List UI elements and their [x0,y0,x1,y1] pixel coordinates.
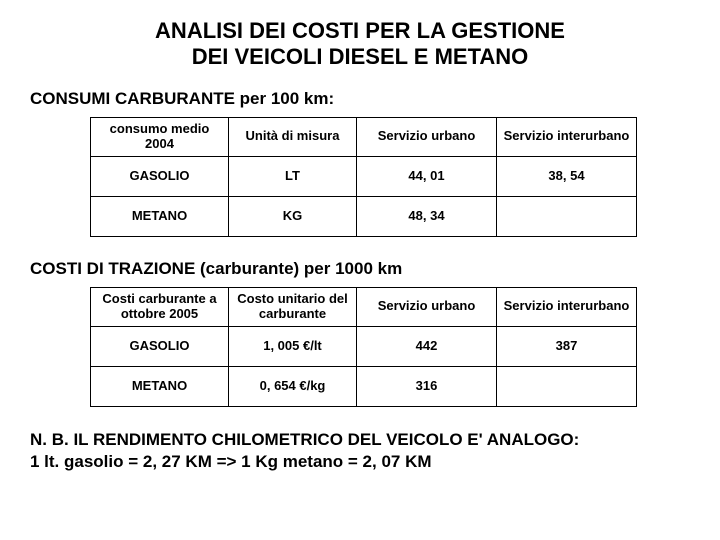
table-consumi: consumo medio 2004 Unità di misura Servi… [90,117,637,237]
title-line-1: ANALISI DEI COSTI PER LA GESTIONE [155,18,565,43]
cell: GASOLIO [91,156,229,196]
cell: METANO [91,366,229,406]
table-row: GASOLIO 1, 005 €/lt 442 387 [91,326,637,366]
col-header: Costi carburante a ottobre 2005 [91,287,229,326]
cell: 387 [497,326,637,366]
footnote-line-2: 1 lt. gasolio = 2, 27 KM => 1 Kg metano … [30,452,432,471]
cell: GASOLIO [91,326,229,366]
table-header-row: Costi carburante a ottobre 2005 Costo un… [91,287,637,326]
cell: 48, 34 [357,196,497,236]
table-row: METANO 0, 654 €/kg 316 [91,366,637,406]
col-header: Unità di misura [229,117,357,156]
cell [497,196,637,236]
col-header: Servizio urbano [357,287,497,326]
cell: 44, 01 [357,156,497,196]
table-costi: Costi carburante a ottobre 2005 Costo un… [90,287,637,407]
section2-heading: COSTI DI TRAZIONE (carburante) per 1000 … [30,259,690,279]
col-header: Servizio urbano [357,117,497,156]
cell [497,366,637,406]
col-header: consumo medio 2004 [91,117,229,156]
cell: 316 [357,366,497,406]
table-header-row: consumo medio 2004 Unità di misura Servi… [91,117,637,156]
cell: KG [229,196,357,236]
table-row: GASOLIO LT 44, 01 38, 54 [91,156,637,196]
footnote-line-1: N. B. IL RENDIMENTO CHILOMETRICO DEL VEI… [30,430,579,449]
cell: 0, 654 €/kg [229,366,357,406]
cell: 442 [357,326,497,366]
title-line-2: DEI VEICOLI DIESEL E METANO [192,44,529,69]
col-header: Servizio interurbano [497,287,637,326]
section1-heading: CONSUMI CARBURANTE per 100 km: [30,89,690,109]
col-header: Costo unitario del carburante [229,287,357,326]
footnote: N. B. IL RENDIMENTO CHILOMETRICO DEL VEI… [30,429,690,473]
main-title: ANALISI DEI COSTI PER LA GESTIONE DEI VE… [30,18,690,71]
cell: LT [229,156,357,196]
page-container: ANALISI DEI COSTI PER LA GESTIONE DEI VE… [0,0,720,473]
cell: METANO [91,196,229,236]
cell: 38, 54 [497,156,637,196]
cell: 1, 005 €/lt [229,326,357,366]
table-row: METANO KG 48, 34 [91,196,637,236]
col-header: Servizio interurbano [497,117,637,156]
